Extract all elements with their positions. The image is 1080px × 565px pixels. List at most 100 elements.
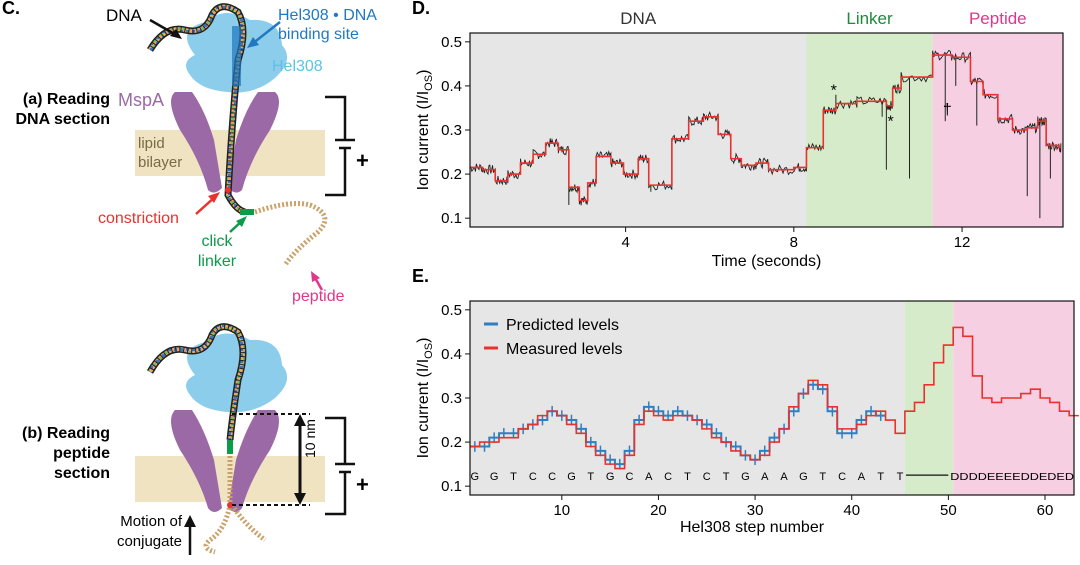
region-0 bbox=[470, 301, 905, 495]
dim-arrow-top bbox=[294, 414, 306, 426]
mspa-left-a bbox=[171, 92, 222, 193]
sequence-base: A bbox=[645, 471, 653, 483]
sequence-base: T bbox=[877, 471, 884, 483]
motion-arrow-head bbox=[184, 515, 196, 527]
label-mspa: MspA bbox=[118, 90, 165, 110]
mspa-right-b bbox=[228, 410, 279, 512]
sequence-base: G bbox=[471, 471, 480, 483]
label-hel-site: Hel308 • DNA binding site bbox=[278, 7, 377, 43]
sequence-base: C bbox=[664, 471, 672, 483]
panel-label-d: D. bbox=[412, 0, 430, 18]
y-tick-label-3: 0.4 bbox=[441, 78, 462, 95]
legend-label-1: Measured levels bbox=[506, 341, 623, 358]
sequence-base: G bbox=[490, 471, 499, 483]
sequence-base: A bbox=[761, 471, 769, 483]
dna-bases-b bbox=[148, 324, 245, 441]
x-tick-label-0: 10 bbox=[553, 502, 570, 519]
sequence-base: G bbox=[606, 471, 615, 483]
chart-d: DNA Linker Peptide * * † 0.1 0.2 0.3 0.4 0.5 4 8 12 Ti… bbox=[415, 9, 1064, 270]
region-1 bbox=[806, 33, 933, 227]
label-lipid: lipid bilayer bbox=[138, 135, 183, 171]
x-tick-label-4: 50 bbox=[940, 502, 957, 519]
sequence-base: G bbox=[567, 471, 576, 483]
sequence-base: C bbox=[625, 471, 633, 483]
fitted-level-line bbox=[470, 54, 1061, 202]
sequence-base: T bbox=[587, 471, 594, 483]
panel-label-c: C. bbox=[2, 0, 20, 18]
annotation-2: † bbox=[943, 102, 952, 119]
sequence-base: T bbox=[723, 471, 730, 483]
panel-label-e: E. bbox=[412, 266, 430, 286]
y-tick-label-0: 0.1 bbox=[441, 210, 462, 227]
sequence-base: T bbox=[684, 471, 691, 483]
annotation-1: * bbox=[887, 113, 893, 130]
label-hel308: Hel308 bbox=[272, 58, 323, 75]
peptide-arrow-head bbox=[311, 271, 320, 282]
region-2 bbox=[932, 33, 1063, 227]
y-tick-label-2: 0.3 bbox=[441, 122, 462, 139]
electrode-b bbox=[325, 416, 355, 516]
sequence-base: T bbox=[819, 471, 826, 483]
legend: Predicted levels Measured levels bbox=[484, 317, 623, 358]
label-dna: DNA bbox=[106, 6, 142, 25]
x-tick-label-3: 40 bbox=[843, 502, 860, 519]
electrode-a bbox=[325, 95, 355, 197]
x-tick-label-1: 8 bbox=[790, 234, 798, 251]
chart-e: G G T C C G T G C A C T C T G A A G T C A T T DDDDEEEEDDEDEDPre… bbox=[415, 300, 1079, 536]
sequence-base: T bbox=[510, 471, 517, 483]
sequence-base: T bbox=[897, 471, 904, 483]
nanopore-schematic bbox=[135, 3, 355, 555]
label-constriction: constriction bbox=[98, 210, 179, 227]
dna-bases-a bbox=[148, 4, 246, 214]
y-tick-label-4: 0.5 bbox=[441, 34, 462, 51]
panel-c: C. DNA Hel308 • DNA binding site Hel308 … bbox=[0, 0, 400, 560]
x-tick-label-5: 60 bbox=[1037, 502, 1054, 519]
click-linker-a bbox=[240, 209, 254, 215]
hel-binding-site bbox=[232, 26, 241, 86]
label-motion: Motion of conjugate bbox=[116, 513, 182, 550]
state-b-label: (b) Reading peptide section bbox=[22, 425, 110, 482]
x-tick-label-1: 20 bbox=[650, 502, 667, 519]
sequence-base: C bbox=[548, 471, 556, 483]
sequence-base: C bbox=[703, 471, 711, 483]
label-10nm: 10 nm bbox=[302, 419, 318, 458]
x-tick-label-0: 4 bbox=[621, 234, 629, 251]
peptide-chain-a bbox=[254, 201, 328, 267]
sequence-base: G bbox=[799, 471, 808, 483]
sequence-base: G bbox=[741, 471, 750, 483]
hel-site-arrow bbox=[251, 21, 281, 45]
sequence-base: C bbox=[838, 471, 846, 483]
region-label-1: Linker bbox=[846, 9, 893, 28]
x-axis-label: Hel308 step number bbox=[680, 519, 825, 536]
y-tick-label-2: 0.3 bbox=[441, 390, 462, 407]
click-arrow-head bbox=[236, 216, 247, 227]
region-label-2: Peptide bbox=[969, 9, 1027, 28]
y-tick-label-3: 0.4 bbox=[441, 346, 462, 363]
legend-label-0: Predicted levels bbox=[506, 317, 619, 334]
x-tick-label-2: 12 bbox=[954, 234, 971, 251]
mspa-left-b bbox=[171, 410, 222, 512]
label-peptide: peptide bbox=[292, 288, 345, 305]
region-1 bbox=[904, 301, 954, 495]
peptide-chain-b bbox=[203, 456, 233, 555]
click-linker-b bbox=[227, 440, 233, 454]
state-a-label: (a) Reading DNA section bbox=[15, 91, 110, 128]
y-tick-label-1: 0.2 bbox=[441, 166, 462, 183]
sequence-base: A bbox=[858, 471, 866, 483]
region-label-0: DNA bbox=[620, 9, 657, 28]
constriction-point-a bbox=[225, 187, 231, 193]
sequence-base: A bbox=[780, 471, 788, 483]
constriction-arrow-head bbox=[208, 192, 220, 203]
annotation-0: * bbox=[831, 83, 837, 100]
y-tick-label-1: 0.2 bbox=[441, 434, 462, 451]
peptide-tail-b bbox=[229, 503, 267, 542]
constriction-point-b bbox=[227, 502, 233, 508]
plus-b: + bbox=[356, 472, 369, 497]
sequence-peptide-tail: DDDDEEEEDDEDED bbox=[950, 471, 1074, 483]
mspa-right-a bbox=[228, 92, 279, 193]
sequence-base: C bbox=[529, 471, 537, 483]
y-axis-label: Ion current (I/IOS) bbox=[415, 70, 435, 191]
plus-a: + bbox=[356, 148, 369, 173]
y-tick-label-4: 0.5 bbox=[441, 302, 462, 319]
x-tick-label-2: 30 bbox=[747, 502, 764, 519]
